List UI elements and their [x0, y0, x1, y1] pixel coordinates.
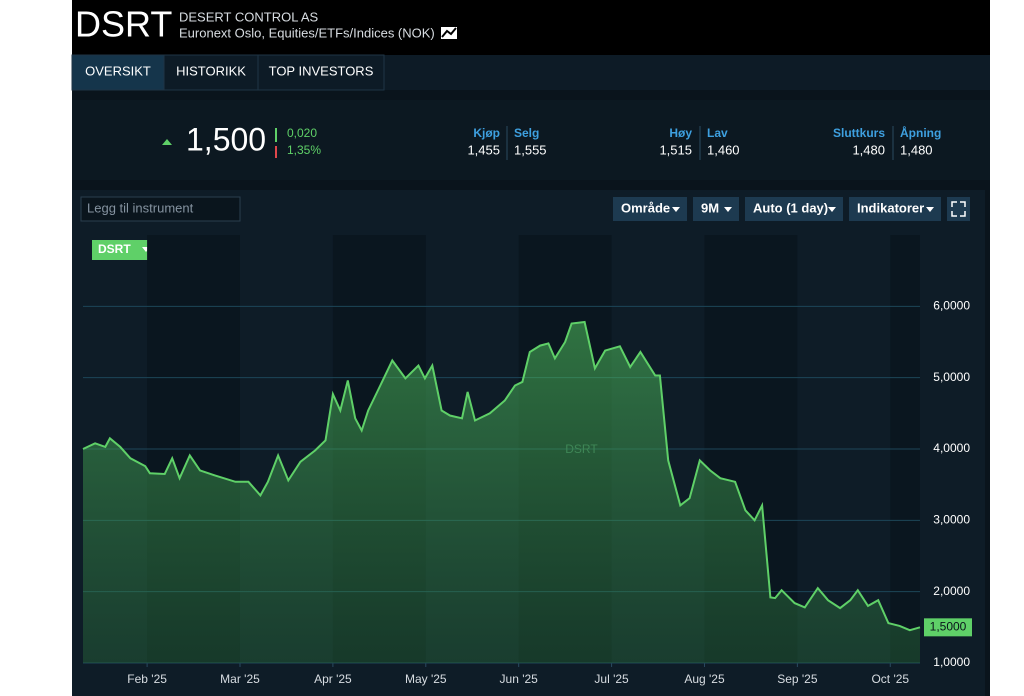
search-box[interactable]	[80, 196, 241, 222]
active-tab	[72, 55, 164, 90]
button-label: Indikatorer	[857, 200, 924, 215]
button-label: Område	[621, 200, 670, 215]
button-label: Auto (1 day)	[753, 200, 828, 215]
field-value: 1,480	[852, 142, 885, 157]
x-tick-label: Apr '25	[314, 672, 352, 686]
dropdown-arrow	[672, 207, 680, 212]
toolbar-button[interactable]	[849, 197, 941, 221]
area-fill	[83, 322, 920, 663]
up-arrow	[162, 139, 172, 145]
field-label: Selg	[514, 126, 539, 140]
x-tick-label: Jul '25	[594, 672, 629, 686]
last-value-label: 1,5000	[930, 620, 967, 634]
x-tick-label: Jun '25	[500, 672, 539, 686]
field-value: 1,555	[514, 142, 547, 157]
button-label: 9M	[701, 200, 719, 215]
quote-panel	[72, 100, 990, 180]
tab[interactable]	[257, 54, 385, 91]
company-name: DESERT CONTROL AS	[179, 9, 319, 24]
down-indicator	[275, 146, 277, 158]
tab-bar	[72, 55, 990, 90]
y-tick-label: 5,0000	[933, 370, 970, 384]
x-tick-label: May '25	[405, 672, 447, 686]
field-value: 1,480	[900, 142, 933, 157]
x-tick-label: Sep '25	[777, 672, 818, 686]
search-placeholder: Legg til instrument	[87, 200, 194, 215]
dropdown-arrow	[724, 207, 732, 212]
change: 0,020	[287, 126, 317, 140]
tab-label: OVERSIKT	[85, 63, 151, 78]
y-tick-label: 1,0000	[933, 655, 970, 669]
change-pct: 1,35%	[287, 143, 321, 157]
header-bar	[72, 0, 990, 55]
field-label: Lav	[707, 126, 728, 140]
last-value-tag	[924, 618, 972, 637]
dropdown-arrow	[828, 207, 836, 212]
tab-label: TOP INVESTORS	[269, 63, 374, 78]
dropdown-arrow	[926, 207, 934, 212]
field-value: 1,460	[707, 142, 740, 157]
field-label: Høy	[669, 126, 692, 140]
up-indicator	[275, 128, 277, 142]
y-tick-label: 6,0000	[933, 299, 970, 313]
chart-icon[interactable]	[441, 27, 457, 39]
field-label: Sluttkurs	[833, 126, 885, 140]
toolbar-button[interactable]	[693, 197, 739, 221]
x-tick-label: Mar '25	[220, 672, 260, 686]
x-tick-label: Oct '25	[871, 672, 909, 686]
field-value: 1,455	[467, 142, 500, 157]
last-price: 1,500	[186, 121, 266, 157]
x-tick-label: Feb '25	[127, 672, 167, 686]
fullscreen-button[interactable]	[947, 197, 970, 221]
field-value: 1,515	[659, 142, 692, 157]
field-label: Åpning	[900, 125, 941, 140]
price-line	[82, 320, 921, 632]
symbol: DSRT	[75, 4, 172, 45]
field-label: Kjøp	[473, 126, 500, 140]
x-tick-label: Aug '25	[684, 672, 725, 686]
y-tick-label: 4,0000	[933, 441, 970, 455]
toolbar-button[interactable]	[745, 197, 843, 221]
y-tick-label: 2,0000	[933, 584, 970, 598]
legend-label: DSRT	[98, 242, 131, 256]
y-tick-label: 3,0000	[933, 513, 970, 527]
tab-label: HISTORIKK	[176, 63, 246, 78]
market: Euronext Oslo, Equities/ETFs/Indices (NO…	[179, 25, 435, 40]
